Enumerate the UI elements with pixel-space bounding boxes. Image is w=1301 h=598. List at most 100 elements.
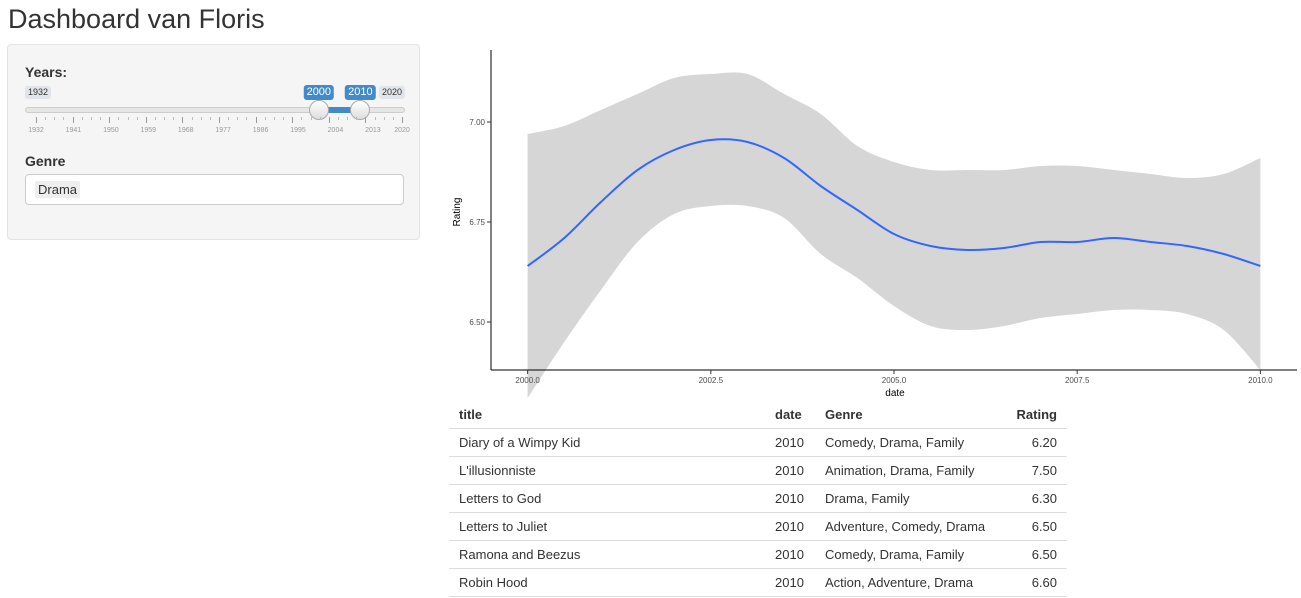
cell-title: Letters to God (449, 484, 765, 513)
cell-title: Diary of a Wimpy Kid (449, 428, 765, 457)
x-tick-label: 2010.0 (1248, 376, 1273, 385)
slider-to-handle[interactable] (350, 100, 371, 120)
slider-tick-label: 1968 (177, 127, 194, 134)
x-tick-label: 2005.0 (882, 376, 907, 385)
slider-tick (209, 117, 211, 120)
cell-date: 2010 (765, 540, 815, 569)
cell-rating: 6.50 (1005, 512, 1067, 541)
col-date-header[interactable]: date (765, 401, 815, 429)
slider-tick-label: 1995 (290, 127, 306, 134)
slider-tick (145, 117, 147, 123)
y-axis-label: Rating (452, 198, 463, 227)
cell-rating: 7.50 (1005, 456, 1067, 485)
slider-tick-label: 2004 (327, 127, 344, 134)
slider-tick (264, 117, 266, 120)
slider-tick (54, 117, 56, 120)
genre-select[interactable]: Drama (25, 174, 404, 205)
slider-tick (402, 117, 403, 123)
slider-min-label: 1932 (25, 86, 52, 99)
slider-selected-range (318, 107, 361, 113)
slider-tick (383, 117, 385, 120)
cell-date: 2010 (765, 484, 815, 513)
slider-tick (127, 117, 129, 120)
slider-from-handle[interactable] (308, 100, 329, 120)
cell-date: 2010 (765, 456, 815, 485)
slider-tick (63, 117, 65, 120)
sidebar-panel: Years: 1932 2020 2000 2010 1932 1941 1950 1… (7, 44, 420, 240)
slider-tick (365, 117, 367, 123)
slider-tick-label: 1986 (252, 127, 269, 134)
slider-tick (72, 117, 74, 123)
slider-tick (191, 117, 193, 120)
cell-genre: Action, Adventure, Drama (815, 568, 1005, 597)
slider-tick (273, 117, 275, 120)
cell-genre: Comedy, Drama, Family (815, 540, 1005, 569)
y-tick-label: 6.75 (469, 218, 485, 227)
slider-tick-label: 1941 (65, 127, 82, 134)
slider-tick (237, 117, 239, 120)
slider-track[interactable] (25, 107, 405, 113)
slider-tick (356, 117, 358, 120)
cell-genre: Adventure, Comedy, Drama (815, 512, 1005, 541)
cell-date: 2010 (765, 428, 815, 457)
table-row: L'illusionniste 2010 Animation, Drama, F… (449, 456, 1067, 485)
slider-tick (337, 117, 339, 120)
col-rating-header[interactable]: Rating (1005, 401, 1067, 429)
slider-max-label: 2020 (378, 86, 405, 99)
confidence-band (527, 72, 1261, 398)
table-row: Ramona and Beezus 2010 Comedy, Drama, Fa… (449, 540, 1067, 569)
x-tick-label: 2007.5 (1065, 376, 1090, 385)
slider-tick (164, 117, 166, 120)
slider-tick (81, 117, 83, 120)
cell-title: Letters to Juliet (449, 512, 765, 541)
slider-tick (173, 117, 175, 120)
y-tick-label: 7.00 (469, 118, 485, 127)
slider-to-label: 2010 (345, 85, 376, 100)
x-tick-label: 2000.0 (515, 376, 540, 385)
col-title-header[interactable]: title (449, 401, 765, 429)
slider-tick (347, 117, 349, 120)
slider-tick (228, 117, 230, 120)
table-header-row: title date Genre Rating (449, 401, 1067, 429)
slider-tick (246, 117, 248, 120)
table-row: Robin Hood 2010 Action, Adventure, Drama… (449, 568, 1067, 597)
slider-tick (154, 117, 156, 120)
cell-rating: 6.60 (1005, 568, 1067, 597)
cell-date: 2010 (765, 568, 815, 597)
years-slider[interactable]: 1932 2020 2000 2010 1932 1941 1950 1959 1968… (25, 83, 410, 143)
slider-tick (319, 117, 321, 120)
slider-tick (301, 117, 303, 120)
table-row: Letters to God 2010 Drama, Family 6.30 (449, 484, 1067, 513)
slider-tick (90, 117, 92, 120)
cell-title: Ramona and Beezus (449, 540, 765, 569)
x-axis-label: date (885, 388, 905, 399)
col-genre-header[interactable]: Genre (815, 401, 1005, 429)
slider-ticks: 1932 1941 1950 1959 1968 1977 1986 1995 2004 2013… (25, 117, 410, 142)
slider-tick (292, 117, 294, 123)
cell-genre: Drama, Family (815, 484, 1005, 513)
slider-tick (36, 117, 37, 123)
genre-label: Genre (25, 153, 66, 169)
slider-tick (109, 117, 111, 123)
slider-tick-label: 2013 (365, 127, 381, 134)
cell-rating: 6.30 (1005, 484, 1067, 513)
slider-tick (136, 117, 138, 120)
slider-tick-label: 2020 (394, 127, 410, 134)
movies-table: title date Genre Rating Diary of a Wimpy… (449, 401, 1067, 597)
slider-tick (392, 117, 394, 120)
slider-tick-label: 1932 (28, 127, 44, 134)
slider-tick-label: 1959 (140, 127, 157, 134)
slider-tick (328, 117, 330, 123)
slider-tick (118, 117, 120, 120)
x-tick-label: 2002.5 (699, 376, 724, 385)
cell-rating: 6.20 (1005, 428, 1067, 457)
slider-tick-label: 1950 (103, 127, 119, 134)
slider-tick (45, 117, 47, 120)
cell-title: Robin Hood (449, 568, 765, 597)
cell-title: L'illusionniste (449, 456, 765, 485)
rating-chart: 6.50 6.75 7.00 2000.0 2002.5 2005.0 2007.5 2010… (452, 50, 1297, 399)
genre-selected-chip[interactable]: Drama (35, 181, 81, 198)
cell-date: 2010 (765, 512, 815, 541)
slider-from-label: 2000 (303, 85, 335, 100)
y-tick-label: 6.50 (469, 318, 485, 327)
